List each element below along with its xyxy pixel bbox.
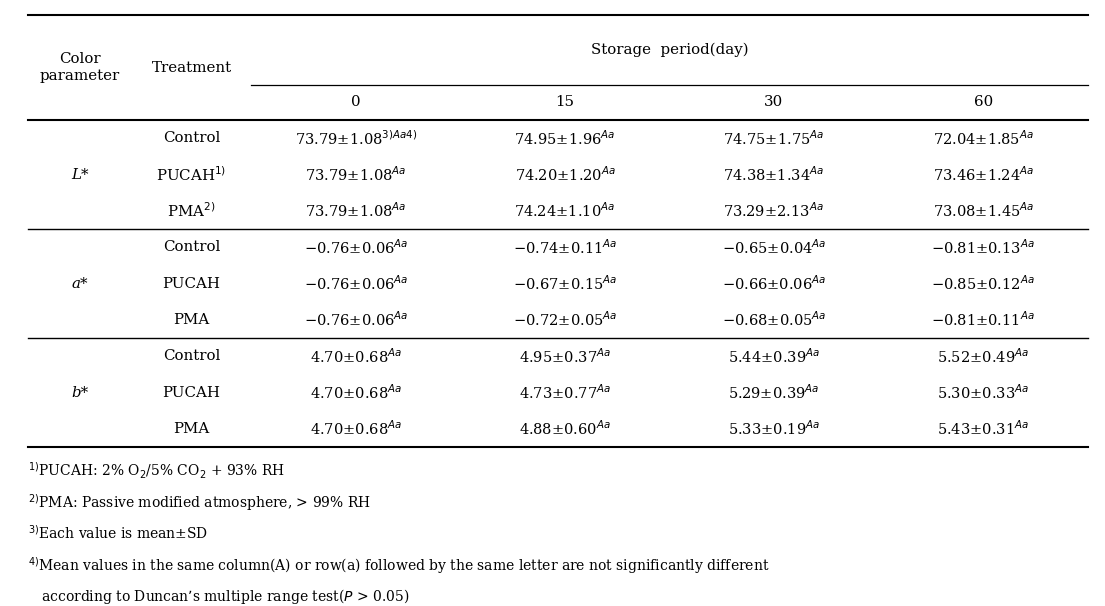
Text: 5.33±0.19$^{Aa}$: 5.33±0.19$^{Aa}$	[728, 420, 820, 438]
Text: Control: Control	[162, 349, 220, 364]
Text: −0.67±0.15$^{Aa}$: −0.67±0.15$^{Aa}$	[513, 275, 617, 293]
Text: PMA: PMA	[173, 422, 210, 436]
Text: Treatment: Treatment	[151, 61, 232, 75]
Text: 73.08±1.45$^{Aa}$: 73.08±1.45$^{Aa}$	[933, 202, 1034, 220]
Text: −0.68±0.05$^{Aa}$: −0.68±0.05$^{Aa}$	[722, 311, 827, 329]
Text: 5.43±0.31$^{Aa}$: 5.43±0.31$^{Aa}$	[937, 420, 1030, 438]
Text: PMA$^{2)}$: PMA$^{2)}$	[167, 202, 215, 220]
Text: 73.29±2.13$^{Aa}$: 73.29±2.13$^{Aa}$	[724, 202, 824, 220]
Text: Storage  period(day): Storage period(day)	[591, 43, 749, 57]
Text: according to Duncan’s multiple range test($P$ > 0.05): according to Duncan’s multiple range tes…	[28, 587, 409, 605]
Text: PUCAH: PUCAH	[162, 385, 221, 400]
Text: −0.76±0.06$^{Aa}$: −0.76±0.06$^{Aa}$	[304, 275, 408, 293]
Text: −0.65±0.04$^{Aa}$: −0.65±0.04$^{Aa}$	[722, 238, 827, 256]
Text: 4.70±0.68$^{Aa}$: 4.70±0.68$^{Aa}$	[309, 347, 402, 365]
Text: $^{4)}$Mean values in the same column(A) or row(a) followed by the same letter a: $^{4)}$Mean values in the same column(A)…	[28, 555, 769, 576]
Text: −0.81±0.13$^{Aa}$: −0.81±0.13$^{Aa}$	[932, 238, 1035, 256]
Text: 74.24±1.10$^{Aa}$: 74.24±1.10$^{Aa}$	[515, 202, 615, 220]
Text: 4.73±0.77$^{Aa}$: 4.73±0.77$^{Aa}$	[518, 384, 611, 402]
Text: −0.76±0.06$^{Aa}$: −0.76±0.06$^{Aa}$	[304, 311, 408, 329]
Text: 15: 15	[556, 95, 575, 110]
Text: 73.79±1.08$^{3)Aa4)}$: 73.79±1.08$^{3)Aa4)}$	[295, 129, 417, 147]
Text: 0: 0	[351, 95, 360, 110]
Text: 74.95±1.96$^{Aa}$: 74.95±1.96$^{Aa}$	[514, 129, 615, 147]
Text: $^{1)}$PUCAH: 2% O$_2$/5% CO$_2$ + 93% RH: $^{1)}$PUCAH: 2% O$_2$/5% CO$_2$ + 93% R…	[28, 461, 285, 481]
Text: −0.72±0.05$^{Aa}$: −0.72±0.05$^{Aa}$	[513, 311, 617, 329]
Text: 4.88±0.60$^{Aa}$: 4.88±0.60$^{Aa}$	[519, 420, 611, 438]
Text: 4.70±0.68$^{Aa}$: 4.70±0.68$^{Aa}$	[309, 384, 402, 402]
Text: 72.04±1.85$^{Aa}$: 72.04±1.85$^{Aa}$	[933, 129, 1034, 147]
Text: $^{3)}$Each value is mean±SD: $^{3)}$Each value is mean±SD	[28, 524, 208, 542]
Text: 73.46±1.24$^{Aa}$: 73.46±1.24$^{Aa}$	[933, 165, 1034, 184]
Text: 74.20±1.20$^{Aa}$: 74.20±1.20$^{Aa}$	[515, 165, 615, 184]
Text: L*: L*	[71, 167, 88, 182]
Text: a*: a*	[72, 276, 88, 291]
Text: 74.75±1.75$^{Aa}$: 74.75±1.75$^{Aa}$	[723, 129, 824, 147]
Text: 73.79±1.08$^{Aa}$: 73.79±1.08$^{Aa}$	[305, 202, 407, 220]
Text: PUCAH$^{1)}$: PUCAH$^{1)}$	[157, 165, 227, 184]
Text: −0.85±0.12$^{Aa}$: −0.85±0.12$^{Aa}$	[932, 275, 1035, 293]
Text: 74.38±1.34$^{Aa}$: 74.38±1.34$^{Aa}$	[724, 165, 824, 184]
Text: 5.30±0.33$^{Aa}$: 5.30±0.33$^{Aa}$	[937, 384, 1030, 402]
Text: −0.76±0.06$^{Aa}$: −0.76±0.06$^{Aa}$	[304, 238, 408, 256]
Text: 4.70±0.68$^{Aa}$: 4.70±0.68$^{Aa}$	[309, 420, 402, 438]
Text: PMA: PMA	[173, 313, 210, 327]
Text: b*: b*	[71, 385, 88, 400]
Text: 4.95±0.37$^{Aa}$: 4.95±0.37$^{Aa}$	[519, 347, 611, 365]
Text: Color
parameter: Color parameter	[40, 53, 119, 82]
Text: 60: 60	[974, 95, 993, 110]
Text: −0.81±0.11$^{Aa}$: −0.81±0.11$^{Aa}$	[932, 311, 1035, 329]
Text: Control: Control	[162, 131, 220, 145]
Text: −0.74±0.11$^{Aa}$: −0.74±0.11$^{Aa}$	[513, 238, 617, 256]
Text: −0.66±0.06$^{Aa}$: −0.66±0.06$^{Aa}$	[722, 275, 825, 293]
Text: 30: 30	[765, 95, 783, 110]
Text: 5.29±0.39$^{Aa}$: 5.29±0.39$^{Aa}$	[728, 384, 820, 402]
Text: 73.79±1.08$^{Aa}$: 73.79±1.08$^{Aa}$	[305, 165, 407, 184]
Text: 5.52±0.49$^{Aa}$: 5.52±0.49$^{Aa}$	[937, 347, 1030, 365]
Text: PUCAH: PUCAH	[162, 276, 221, 291]
Text: $^{2)}$PMA: Passive modified atmosphere, > 99% RH: $^{2)}$PMA: Passive modified atmosphere,…	[28, 492, 370, 513]
Text: 5.44±0.39$^{Aa}$: 5.44±0.39$^{Aa}$	[728, 347, 820, 365]
Text: Control: Control	[162, 240, 220, 255]
